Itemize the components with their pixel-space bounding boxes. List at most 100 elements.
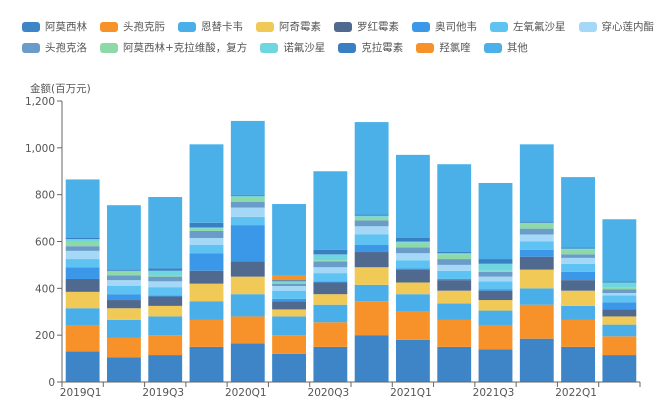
bar-segment [478, 182, 513, 260]
legend-label: 诺氟沙星 [283, 42, 326, 54]
bar-segment [561, 290, 595, 306]
bar-segment [478, 289, 513, 291]
bar-segment [396, 154, 430, 238]
legend-item[interactable]: 其他 [483, 40, 528, 55]
legend-swatch [260, 42, 279, 53]
bar-segment [561, 280, 595, 291]
bar-segment [519, 222, 554, 224]
bar-segment [189, 228, 224, 231]
bar-segment [230, 261, 265, 277]
bar-segment [396, 294, 430, 312]
bar-segment [107, 308, 141, 320]
legend-item[interactable]: 克拉霉素 [338, 40, 403, 55]
bar-segment [602, 282, 637, 288]
bar-segment [65, 246, 100, 251]
bar-segment [107, 271, 141, 276]
y-tick-label: 600 [35, 237, 55, 249]
bar-segment [602, 287, 637, 290]
bar-segment [437, 264, 472, 271]
bar-segment [478, 270, 513, 272]
legend-item[interactable]: 左氧氟沙星 [490, 19, 566, 34]
legend-row: 阿莫西林 头孢克肟 恩替卡韦 阿奇霉素 罗红霉素 奥司他韦 左氧氟沙星 穿心莲内酯 [22, 16, 662, 37]
bar-segment [230, 216, 265, 226]
bar-segment [519, 221, 554, 223]
legend-swatch [334, 21, 352, 32]
legend-item[interactable]: 奥司他韦 [412, 19, 477, 34]
bar-segment [272, 285, 306, 291]
bar-segment [437, 252, 472, 254]
bar-segment [437, 319, 472, 347]
bar-segment [107, 319, 141, 338]
bar-segment [602, 324, 637, 337]
bar-segment [65, 291, 100, 309]
x-tick-label: 2020Q3 [308, 387, 350, 399]
y-tick-label: 1,000 [25, 143, 55, 155]
bar-segment [354, 245, 389, 253]
legend-label: 克拉霉素 [361, 42, 404, 54]
bar-segment [354, 252, 389, 268]
bar-segment [107, 269, 141, 271]
bar-segment [65, 267, 100, 279]
bar-segment [107, 205, 141, 270]
bar-segment [313, 260, 348, 262]
bar-segment [561, 249, 595, 255]
bar-segment [230, 316, 265, 344]
y-tick-label: 200 [35, 330, 55, 342]
legend-item[interactable]: 头孢克洛 [22, 40, 87, 55]
legend-swatch [416, 42, 435, 53]
x-tick-label: 2019Q3 [142, 387, 184, 399]
legend-item[interactable]: 诺氟沙星 [260, 40, 325, 55]
bar-segment [437, 164, 472, 253]
bar-segment [313, 171, 348, 250]
bar-segment [107, 357, 141, 382]
y-tick-label: 400 [35, 283, 55, 295]
legend-item[interactable]: 罗红霉素 [334, 19, 399, 34]
legend-item[interactable]: 阿莫西林 [22, 19, 87, 34]
legend-label: 阿莫西林+克拉维酸，复方 [123, 42, 248, 54]
bar-segment [272, 353, 306, 382]
bar-segment [107, 285, 141, 295]
bar-segment [272, 282, 306, 284]
bar-segment [478, 300, 513, 311]
legend-label: 阿奇霉素 [279, 21, 321, 33]
bar-segment [313, 322, 348, 347]
legend-swatch [483, 42, 502, 53]
bar-segment [437, 270, 472, 279]
bar-segment [189, 319, 224, 347]
legend-item[interactable]: 羟氯喹 [416, 40, 471, 55]
legend-label: 阿莫西林 [45, 21, 87, 33]
legend-swatch [490, 21, 508, 32]
bar-segment [107, 294, 141, 301]
bar-segment [478, 310, 513, 326]
legend-item[interactable]: 阿奇霉素 [256, 19, 321, 34]
legend-swatch [412, 21, 430, 32]
bar-segment [65, 278, 100, 292]
legend-item[interactable]: 恩替卡韦 [178, 19, 243, 34]
legend-item[interactable]: 穿心莲内酯 [578, 19, 655, 34]
bar-segment [148, 275, 183, 277]
legend-item[interactable]: 阿莫西林+克拉维酸，复方 [100, 40, 247, 55]
bar-segment [396, 237, 430, 242]
bar-segment [189, 144, 224, 223]
bar-segment [65, 237, 100, 240]
bar-segment [65, 241, 100, 247]
legend-item[interactable]: 头孢克肟 [100, 19, 165, 34]
bar-segment [396, 282, 430, 295]
bar-segment [602, 289, 637, 294]
bar-segment [65, 179, 100, 238]
y-tick-label: 0 [48, 377, 55, 389]
legend-swatch [256, 21, 274, 32]
bar-segment [272, 275, 306, 281]
bar-segment [602, 336, 637, 356]
bar-segment [230, 120, 265, 195]
bar-segment [230, 207, 265, 217]
bar-segment [313, 294, 348, 305]
bar-segment [65, 259, 100, 268]
legend-label: 穿心莲内酯 [601, 21, 655, 33]
y-axis-label: 金额(百万元) [30, 82, 91, 95]
bar-segment [313, 304, 348, 323]
bar-segment [230, 276, 265, 295]
bar-segment [354, 214, 389, 216]
bar-segment [230, 294, 265, 317]
